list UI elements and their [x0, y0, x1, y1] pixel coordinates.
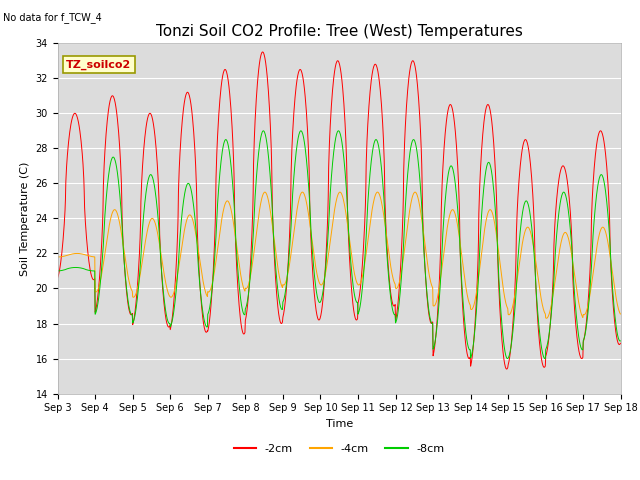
Y-axis label: Soil Temperature (C): Soil Temperature (C) [20, 161, 30, 276]
-2cm [616, 340, 624, 346]
-8cm [500, 344, 508, 350]
-4cm [550, 283, 558, 289]
-2cm [550, 232, 558, 238]
-4cm [427, 279, 435, 285]
Line: -4cm: -4cm [58, 192, 620, 318]
-8cm [179, 204, 187, 210]
-8cm [616, 338, 624, 344]
Text: TZ_soilco2: TZ_soilco2 [66, 60, 131, 70]
-4cm [54, 254, 61, 260]
-8cm [541, 356, 548, 361]
-2cm [242, 316, 250, 322]
Legend: -2cm, -4cm, -8cm: -2cm, -4cm, -8cm [229, 439, 449, 458]
Line: -2cm: -2cm [58, 52, 620, 369]
-2cm [503, 366, 511, 372]
-2cm [500, 359, 508, 364]
-8cm [259, 128, 267, 134]
-2cm [427, 320, 435, 325]
-8cm [427, 318, 435, 324]
-4cm [299, 189, 307, 195]
-4cm [242, 286, 250, 291]
-2cm [179, 112, 187, 118]
Text: No data for f_TCW_4: No data for f_TCW_4 [3, 12, 102, 23]
-2cm [259, 49, 266, 55]
-2cm [165, 324, 173, 330]
-2cm [54, 275, 61, 281]
-8cm [242, 305, 250, 311]
X-axis label: Time: Time [326, 419, 353, 429]
-4cm [616, 311, 624, 317]
-8cm [54, 268, 61, 274]
Line: -8cm: -8cm [58, 131, 620, 359]
Title: Tonzi Soil CO2 Profile: Tree (West) Temperatures: Tonzi Soil CO2 Profile: Tree (West) Temp… [156, 24, 523, 39]
-8cm [165, 321, 173, 326]
-4cm [165, 292, 173, 298]
-4cm [543, 315, 550, 321]
-8cm [550, 269, 558, 275]
-4cm [500, 292, 508, 298]
-4cm [179, 237, 187, 243]
